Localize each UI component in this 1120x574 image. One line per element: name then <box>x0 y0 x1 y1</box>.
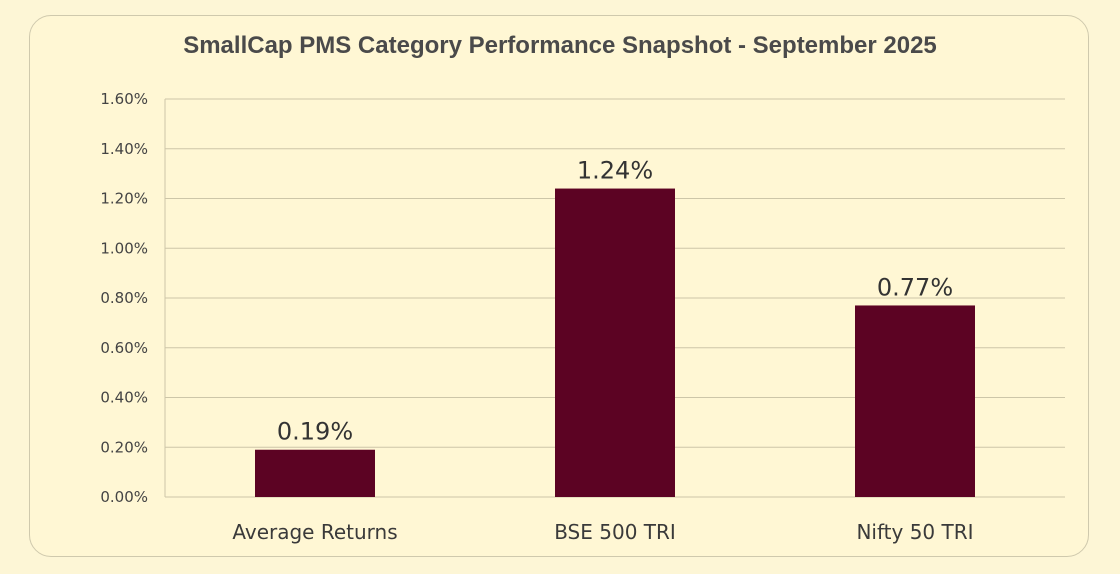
y-axis-ticks: 0.00% 0.20% 0.40% 0.60% 0.80% 1.00% 1.20% 1.40%… <box>100 90 148 506</box>
bar <box>255 449 375 497</box>
y-tick-label: 1.60% <box>100 90 148 108</box>
bar <box>555 188 675 498</box>
data-labels: 0.19% 1.24% 0.77% <box>277 157 953 446</box>
x-category-label: Average Returns <box>232 520 397 544</box>
y-tick-label: 0.80% <box>100 289 148 307</box>
y-tick-label: 1.20% <box>100 190 148 208</box>
bars <box>255 188 975 498</box>
y-tick-label: 0.00% <box>100 488 148 506</box>
y-tick-label: 0.60% <box>100 339 148 357</box>
data-label: 1.24% <box>577 157 653 185</box>
y-tick-label: 0.20% <box>100 438 148 456</box>
bar <box>855 305 975 497</box>
data-label: 0.77% <box>877 273 953 301</box>
x-category-label: BSE 500 TRI <box>554 520 676 544</box>
x-category-label: Nifty 50 TRI <box>856 520 973 544</box>
y-tick-label: 0.40% <box>100 389 148 407</box>
category-labels: Average Returns BSE 500 TRI Nifty 50 TRI <box>232 520 973 544</box>
y-tick-label: 1.40% <box>100 140 148 158</box>
chart-title: SmallCap PMS Category Performance Snapsh… <box>183 32 937 59</box>
data-label: 0.19% <box>277 418 353 446</box>
y-tick-label: 1.00% <box>100 239 148 257</box>
